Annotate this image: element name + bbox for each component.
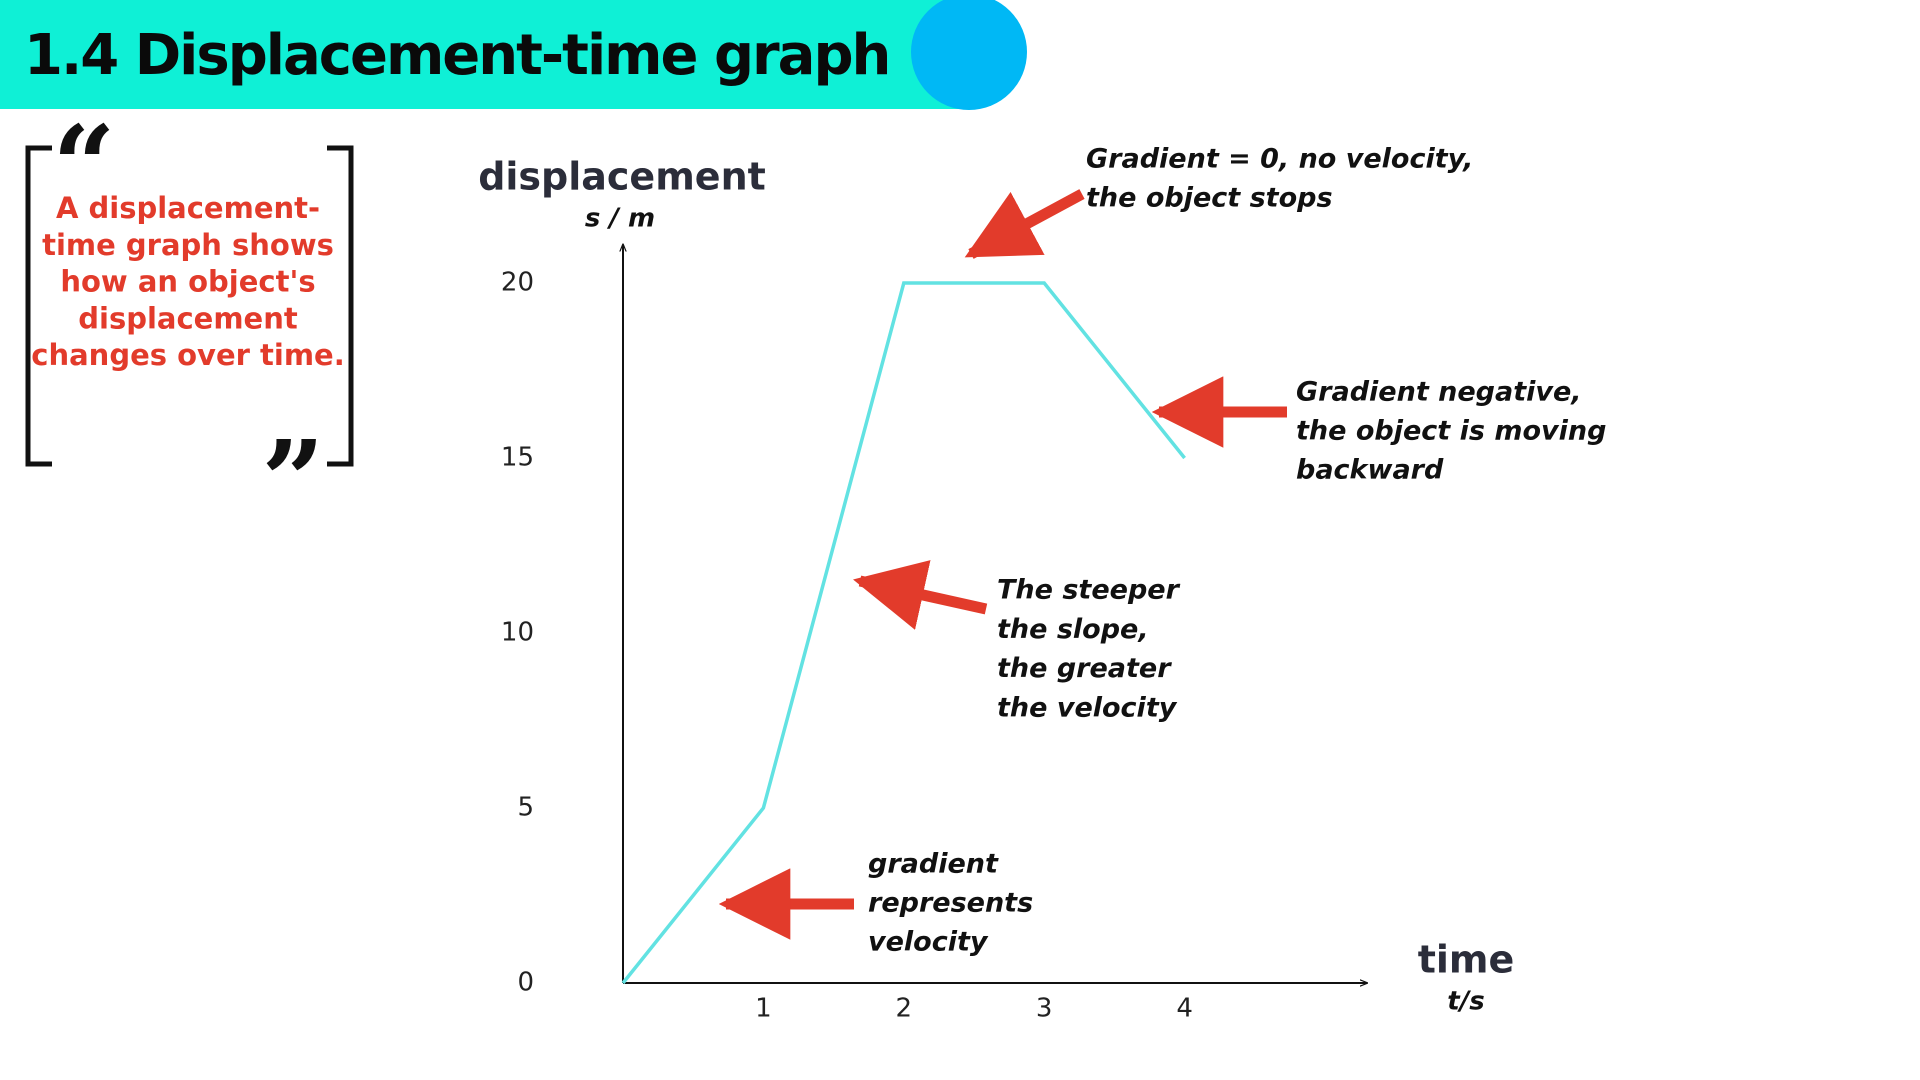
x-tick-label: 2 <box>896 994 913 1024</box>
annotation-line: the slope, <box>997 614 1149 645</box>
quote-line: changes over time. <box>31 338 344 372</box>
y-axis-unit: s / m <box>585 204 655 234</box>
annotation-line: the object is moving <box>1296 416 1606 447</box>
quote-line: displacement <box>78 301 298 335</box>
annotation-line: velocity <box>868 927 989 958</box>
y-tick-label: 0 <box>517 968 534 998</box>
quote-line: A displacement- <box>56 191 320 225</box>
pointer-arrow <box>853 560 988 630</box>
header-bar <box>0 0 977 109</box>
annotation-line: Gradient = 0, no velocity, <box>1086 144 1473 175</box>
x-tick-label: 3 <box>1036 994 1053 1024</box>
annotation-line: Gradient negative, <box>1296 377 1582 408</box>
open-quote-mark: “ <box>52 101 115 230</box>
y-tick-label: 15 <box>501 443 534 473</box>
quote-line: time graph shows <box>42 228 334 262</box>
x-axis-unit: t/s <box>1447 987 1484 1017</box>
annotation-line: represents <box>868 888 1033 919</box>
x-tick-label: 4 <box>1176 994 1193 1024</box>
y-tick-label: 20 <box>501 268 534 298</box>
y-tick-label: 10 <box>501 618 534 648</box>
right-bracket <box>327 145 354 467</box>
chart: 0 5 10 15 20 1 2 3 4 displacement s / m time t/s Grad… <box>478 144 1606 1024</box>
data-line <box>621 281 1186 985</box>
header-circle <box>911 0 1027 110</box>
annotation-line: the velocity <box>997 692 1178 723</box>
annotation-line: the greater <box>997 653 1172 684</box>
title: 1.4 Displacement-time graph <box>24 23 889 88</box>
left-bracket <box>25 145 52 467</box>
y-axis-title: displacement <box>478 155 766 199</box>
quote-line: how an object's <box>60 265 315 299</box>
annotation-line: the object stops <box>1086 183 1333 214</box>
x-axis-title: time <box>1418 938 1515 982</box>
annotation-line: backward <box>1296 455 1444 486</box>
annotation-line: gradient <box>868 849 999 880</box>
y-tick-label: 5 <box>517 793 534 823</box>
annotation-line: The steeper <box>997 575 1181 606</box>
x-tick-label: 1 <box>755 994 772 1024</box>
close-quote-mark: ” <box>261 416 324 545</box>
pointer-arrow <box>964 189 1085 259</box>
